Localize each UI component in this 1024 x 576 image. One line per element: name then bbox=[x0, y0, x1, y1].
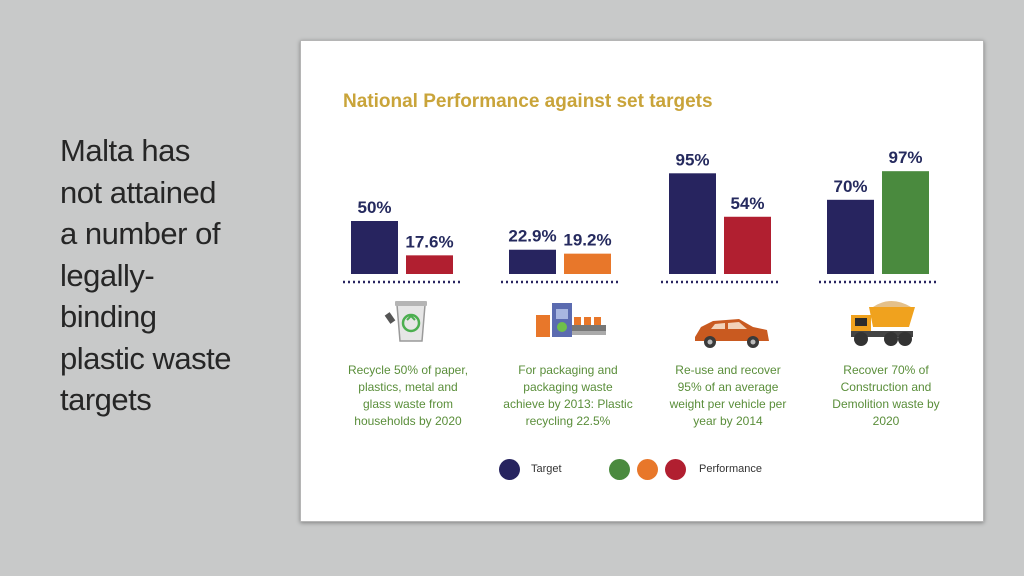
heading-line: binding bbox=[60, 299, 157, 334]
performance-bar-label: 54% bbox=[730, 194, 764, 213]
description-line: glass waste from bbox=[362, 397, 454, 411]
description-line: households by 2020 bbox=[354, 414, 462, 428]
car-icon bbox=[695, 319, 769, 348]
description-line: packaging waste bbox=[523, 380, 613, 394]
heading-line: targets bbox=[60, 382, 152, 417]
target-bar bbox=[351, 221, 398, 274]
chart-title: National Performance against set targets bbox=[343, 91, 713, 112]
performance-bar-label: 97% bbox=[888, 148, 922, 167]
target-bar-label: 50% bbox=[357, 198, 391, 217]
target-bar-label: 22.9% bbox=[508, 227, 556, 246]
target-bar bbox=[827, 199, 874, 274]
legend-target: Target bbox=[499, 456, 562, 482]
infographic-card: National Performance against set targets… bbox=[300, 40, 984, 522]
description-line: recycling 22.5% bbox=[525, 414, 611, 428]
category-description: Recover 70% of Construction and Demoliti… bbox=[811, 362, 961, 430]
dump-truck-icon bbox=[851, 301, 915, 346]
legend-performance-label: Performance bbox=[699, 463, 762, 475]
description-line: weight per vehicle per bbox=[669, 397, 787, 411]
performance-bar bbox=[724, 216, 771, 274]
description-line: Recycle 50% of paper, bbox=[347, 363, 469, 377]
description-line: plastics, metal and bbox=[358, 380, 458, 394]
category-description: Recycle 50% of paper, plastics, metal an… bbox=[333, 362, 483, 430]
description-line: year by 2014 bbox=[693, 414, 763, 428]
recycling-bin-icon bbox=[384, 301, 427, 342]
slide-heading: Malta has not attained a number of legal… bbox=[60, 130, 280, 421]
target-bar bbox=[669, 173, 716, 274]
description-line: Recover 70% of bbox=[843, 363, 929, 377]
packaging-factory-icon bbox=[536, 303, 606, 337]
target-bar-label: 70% bbox=[833, 177, 867, 196]
target-bar bbox=[509, 249, 556, 274]
performance-bar bbox=[406, 255, 453, 274]
performance-bar-label: 17.6% bbox=[405, 232, 453, 251]
performance-bar bbox=[564, 253, 611, 274]
heading-line: not attained bbox=[60, 174, 217, 210]
legend-performance-swatch-orange bbox=[637, 458, 658, 480]
bar-chart: 50% 17.6% 22.9% 19.2% 95% 54% 70% 97% bbox=[343, 148, 937, 348]
heading-line: a number of bbox=[60, 216, 220, 251]
description-line: achieve by 2013: Plastic bbox=[503, 397, 633, 411]
category-description: For packaging and packaging waste achiev… bbox=[493, 362, 643, 430]
heading-line: Malta has bbox=[60, 133, 190, 168]
description-line: For packaging and bbox=[518, 363, 618, 377]
legend-performance: Performance bbox=[609, 456, 762, 482]
category-description: Re-use and recover 95% of an average wei… bbox=[653, 362, 803, 430]
legend-performance-swatch-red bbox=[665, 458, 686, 480]
description-line: Construction and bbox=[840, 380, 932, 394]
legend-target-swatch bbox=[499, 458, 520, 480]
description-line: 2020 bbox=[872, 414, 900, 428]
legend-target-label: Target bbox=[531, 463, 562, 475]
heading-line: legally- bbox=[60, 257, 155, 293]
legend-performance-swatch-green bbox=[609, 458, 630, 480]
description-line: Re-use and recover bbox=[675, 363, 781, 377]
description-line: Demolition waste by bbox=[832, 397, 940, 411]
description-line: 95% of an average bbox=[677, 380, 779, 394]
heading-line: plastic waste bbox=[60, 340, 231, 376]
target-bar-label: 95% bbox=[675, 150, 709, 169]
performance-bar-label: 19.2% bbox=[563, 231, 611, 250]
performance-bar bbox=[882, 171, 929, 274]
